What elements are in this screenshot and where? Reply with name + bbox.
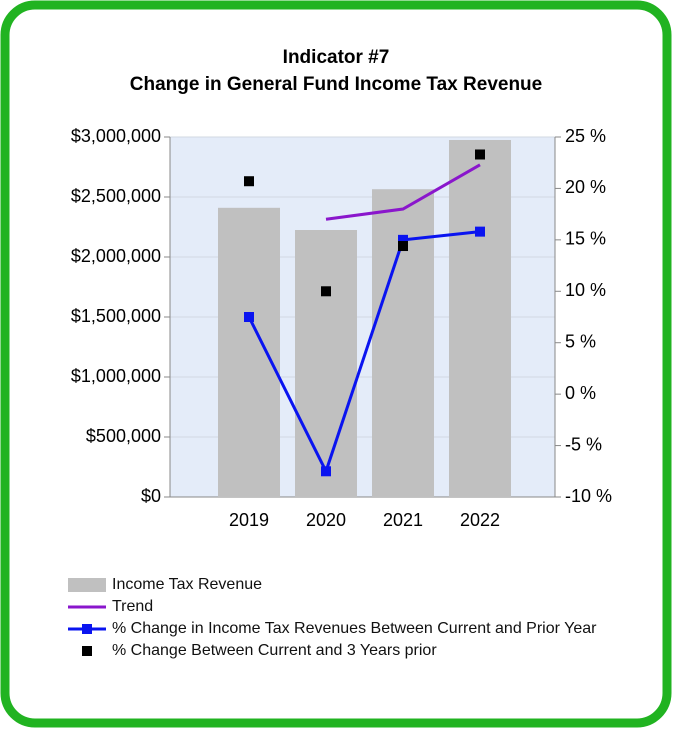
x-tick-label: 2021 <box>383 510 423 530</box>
legend-swatch <box>68 624 106 634</box>
marker <box>475 226 485 237</box>
marker <box>398 241 408 252</box>
y2-tick-label: 0 % <box>565 383 596 403</box>
y-tick-label: $1,000,000 <box>71 366 161 386</box>
y2-tick-label: 10 % <box>565 280 606 300</box>
x-tick-label: 2020 <box>306 510 346 530</box>
bar <box>295 230 357 497</box>
y-tick-label: $500,000 <box>86 426 161 446</box>
chart-title: Indicator #7 <box>283 47 390 68</box>
line <box>247 230 481 476</box>
y-tick-label: $2,000,000 <box>71 246 161 266</box>
legend-swatch <box>68 578 106 592</box>
legend-item: % Change Between Current and 3 Years pri… <box>68 642 608 660</box>
legend: Income Tax Revenue Trend % Change in Incom… <box>68 576 608 664</box>
bar <box>218 207 280 498</box>
legend-swatch <box>82 646 92 656</box>
legend-label: % Change in Income Tax Revenues Between … <box>112 620 597 637</box>
legend-label: Income Tax Revenue <box>112 576 263 593</box>
y2-tick-label: -5 % <box>565 434 602 454</box>
bar <box>449 140 511 497</box>
y2-tick-label: 25 % <box>565 126 606 146</box>
legend-symbol <box>68 578 106 592</box>
legend-label: Trend <box>112 598 154 615</box>
marker <box>398 234 408 245</box>
y2-tick-label: 20 % <box>565 177 606 197</box>
legend-item: Income Tax Revenue <box>68 576 608 594</box>
marker <box>244 312 254 322</box>
y-tick-label: $0 <box>141 486 161 506</box>
legend-label: % Change Between Current and 3 Years pri… <box>112 642 437 659</box>
chart-title: Change in General Fund Income Tax Revenu… <box>130 74 542 95</box>
line <box>325 163 481 221</box>
legend-item: Trend <box>68 598 608 616</box>
y2-tick-label: 15 % <box>565 229 606 249</box>
marker <box>321 286 331 297</box>
y2-tick-label: -10 % <box>565 486 612 506</box>
legend-item: % Change in Income Tax Revenues Between … <box>68 620 608 638</box>
x-tick-label: 2019 <box>229 510 269 530</box>
x-tick-label: 2022 <box>460 510 500 530</box>
legend-swatch <box>68 605 106 609</box>
marker <box>321 466 331 477</box>
legend-symbol <box>82 646 92 656</box>
marker <box>244 176 254 187</box>
y-tick-label: $3,000,000 <box>71 126 161 146</box>
y-tick-label: $1,500,000 <box>71 306 161 326</box>
marker <box>475 149 485 160</box>
y2-tick-label: 5 % <box>565 331 596 351</box>
y-tick-label: $2,500,000 <box>71 186 161 206</box>
legend-symbol <box>82 624 92 634</box>
